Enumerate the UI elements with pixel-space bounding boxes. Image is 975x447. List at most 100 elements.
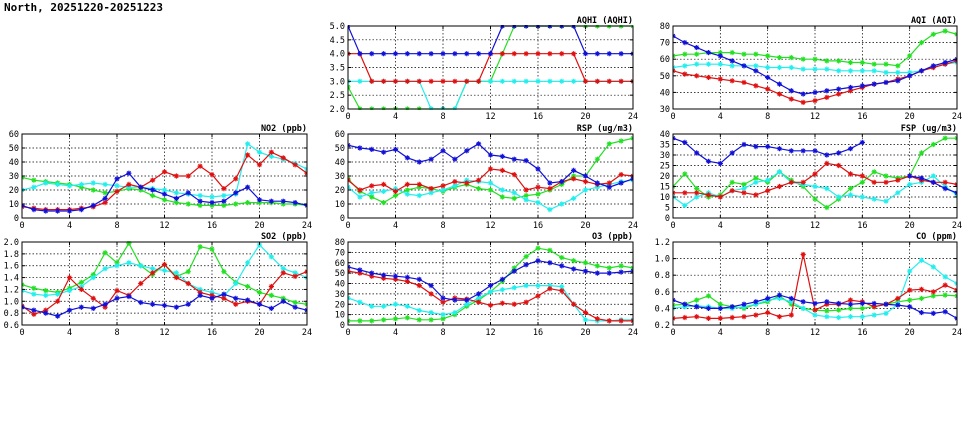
y-tick-label: 1.4 [4, 274, 19, 284]
red-data-point [66, 274, 73, 281]
cyan-data-point [836, 194, 842, 200]
green-data-point [729, 49, 735, 56]
blue-data-point [416, 276, 422, 282]
red-data-point [741, 79, 747, 86]
cyan-data-point [126, 260, 132, 266]
green-data-point [741, 51, 747, 57]
green-data-point [197, 244, 203, 250]
blue-data-point [138, 299, 144, 306]
y-tick-label: 80 [335, 238, 345, 248]
blue-data-point [452, 51, 458, 57]
green-data-point [729, 179, 735, 185]
green-data-point [883, 61, 889, 67]
x-tick-label: 12 [159, 221, 169, 231]
green-data-point [31, 177, 37, 183]
y-tick-label: 70 [335, 248, 345, 258]
cyan-data-point [487, 78, 494, 84]
blue-data-point [268, 305, 274, 311]
red-data-point [535, 51, 541, 57]
green-data-point [895, 63, 901, 69]
blue-data-point [907, 304, 913, 310]
green-data-point [476, 186, 482, 192]
green-data-point [571, 173, 577, 179]
cyan-data-point [197, 286, 203, 293]
blue-data-point [907, 173, 913, 179]
y-tick-label: 1.8 [4, 250, 19, 260]
x-tick-label: 8 [440, 112, 445, 122]
x-tick-label: 12 [485, 112, 495, 122]
x-tick-label: 8 [440, 328, 445, 338]
cyan-data-point [859, 68, 865, 74]
cyan-data-point [416, 193, 422, 199]
so2-panel: 0 4 8 12 16 20 24 0.6 0.8 1.0 1.21.4 1.6 1.8 2.0 SO2 (… [4, 232, 312, 338]
green-data-point [416, 317, 422, 323]
blue-data-point [55, 208, 61, 214]
green-data-point [173, 200, 179, 206]
red-data-point [836, 91, 842, 97]
green-data-point [535, 191, 541, 197]
cyan-data-point [582, 317, 589, 323]
red-data-point [753, 312, 759, 318]
cyan-data-point [895, 69, 901, 76]
blue-data-point [487, 51, 494, 57]
blue-data-point [357, 267, 363, 273]
red-data-point [812, 98, 818, 104]
red-data-point [499, 300, 505, 306]
blue-data-point [487, 282, 494, 289]
red-data-point [428, 291, 434, 297]
x-tick-label: 4 [718, 328, 723, 338]
co-panel: 0 4 8 12 16 20 24 0.2 0.4 0.6 0.8 1.0 1.2 CO (ppm) [655, 232, 962, 338]
green-data-point [381, 200, 387, 206]
red-data-point [31, 311, 37, 317]
y-tick-label: 30 [335, 172, 345, 182]
cyan-data-point [847, 314, 854, 320]
red-data-point [464, 180, 470, 186]
red-data-point [765, 309, 771, 316]
blue-data-point [43, 208, 49, 214]
green-data-point [440, 316, 446, 322]
green-data-point [836, 58, 842, 64]
red-data-point [547, 51, 553, 57]
cyan-data-point [883, 198, 889, 204]
red-data-point [256, 162, 263, 168]
blue-data-point [499, 276, 505, 282]
red-data-point [859, 173, 865, 179]
blue-data-point [717, 53, 723, 59]
cyan-data-point [836, 314, 842, 321]
blue-data-point [871, 300, 877, 307]
red-data-point [369, 183, 375, 189]
green-data-point [618, 138, 624, 144]
cyan-data-point [428, 190, 434, 196]
x-tick-label: 20 [254, 328, 264, 338]
cyan-data-point [776, 169, 783, 175]
red-data-point [523, 51, 529, 57]
green-data-point [859, 305, 865, 311]
blue-data-point [185, 301, 191, 307]
cyan-data-point [907, 181, 913, 187]
x-tick-label: 8 [765, 112, 770, 122]
x-tick-label: 16 [533, 221, 543, 231]
blue-data-point [571, 266, 577, 272]
red-data-point [381, 78, 387, 84]
blue-data-point [256, 197, 263, 203]
red-data-point [907, 287, 913, 293]
x-tick-label: 4 [393, 112, 398, 122]
red-data-point [871, 179, 877, 185]
y-tick-label: 1.0 [4, 297, 19, 307]
blue-data-point [930, 179, 936, 185]
cyan-data-point [381, 188, 387, 194]
blue-data-point [428, 156, 434, 162]
blue-data-point [357, 51, 363, 57]
red-data-point [918, 286, 925, 292]
cyan-data-point [535, 200, 541, 206]
cyan-data-point [78, 181, 84, 187]
cyan-data-point [487, 180, 494, 186]
cyan-data-point [824, 186, 830, 192]
green-data-point [812, 196, 818, 202]
cyan-data-point [55, 181, 61, 187]
x-tick-label: 12 [485, 221, 495, 231]
aqi-series-group [673, 28, 957, 105]
blue-data-point [741, 301, 747, 307]
y-tick-label: 3.5 [330, 64, 345, 74]
